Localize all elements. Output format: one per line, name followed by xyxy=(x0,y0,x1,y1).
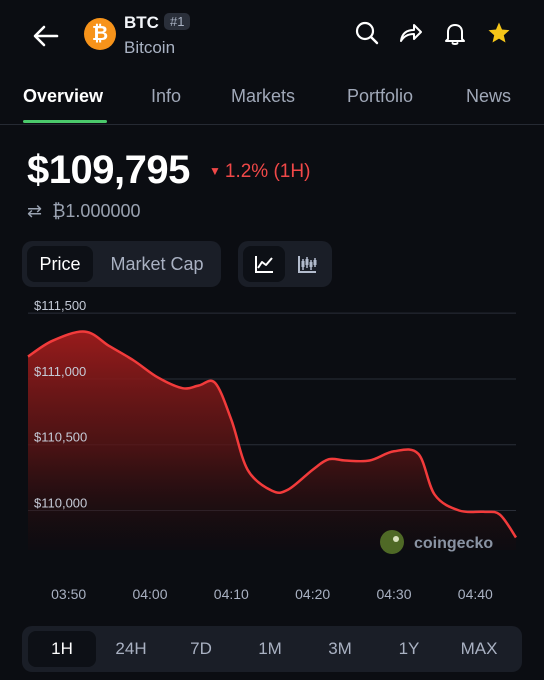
chart-type-toggle xyxy=(238,241,332,287)
share-icon[interactable] xyxy=(397,20,423,46)
x-tick-label: 04:00 xyxy=(132,586,167,602)
bitcoin-logo-icon: ₿ xyxy=(84,18,116,50)
tab-bar: Overview Info Markets Portfolio News xyxy=(0,76,544,125)
time-range-selector: 1H 24H 7D 1M 3M 1Y MAX xyxy=(22,626,522,672)
tab-overview[interactable]: Overview xyxy=(23,86,104,106)
current-price: $109,795 xyxy=(27,148,190,192)
range-1m[interactable]: 1M xyxy=(258,639,282,658)
btc-price-row: ⇄ ₿1.000000 xyxy=(27,201,141,222)
x-tick-label: 04:30 xyxy=(376,586,411,602)
range-7d[interactable]: 7D xyxy=(190,639,212,658)
x-tick-label: 03:50 xyxy=(51,586,86,602)
rank-badge: #1 xyxy=(164,13,191,30)
tab-info[interactable]: Info xyxy=(151,86,182,106)
x-tick-label: 04:20 xyxy=(295,586,330,602)
bitcoin-logo-glyph: ₿ xyxy=(91,22,109,45)
line-chart-icon xyxy=(255,256,273,273)
price-change: ▼ 1.2% (1H) xyxy=(209,161,310,183)
star-icon[interactable] xyxy=(486,20,512,46)
price-area xyxy=(28,331,516,550)
coin-name: Bitcoin xyxy=(124,38,176,57)
candlestick-button[interactable] xyxy=(287,246,327,282)
range-1y[interactable]: 1Y xyxy=(398,639,420,658)
coingecko-logo-icon xyxy=(380,530,404,554)
back-arrow-icon[interactable] xyxy=(30,20,62,52)
metric-toggle: Price Market Cap xyxy=(22,241,221,287)
line-chart-button[interactable] xyxy=(243,246,285,282)
y-tick-label: $110,500 xyxy=(34,430,87,445)
btc-price: ₿1.000000 xyxy=(52,201,141,221)
price-toggle[interactable]: Price xyxy=(27,246,93,282)
range-1h[interactable]: 1H xyxy=(28,631,96,667)
header: ₿ BTC #1 Bitcoin xyxy=(0,0,544,76)
bell-icon[interactable] xyxy=(442,20,468,46)
market-cap-toggle[interactable]: Market Cap xyxy=(110,254,204,274)
swap-icon: ⇄ xyxy=(27,201,43,221)
x-tick-label: 04:10 xyxy=(214,586,249,602)
watermark-text: coingecko xyxy=(414,535,493,552)
price-change-value: 1.2% (1H) xyxy=(224,161,311,182)
search-icon[interactable] xyxy=(354,20,380,46)
y-axis-labels: $110,000 $110,500 $111,000 $111,500 xyxy=(34,300,87,511)
price-line xyxy=(27,330,518,539)
tab-news[interactable]: News xyxy=(466,86,512,106)
range-3m[interactable]: 3M xyxy=(328,639,352,658)
active-tab-indicator xyxy=(23,120,107,123)
y-tick-label: $110,000 xyxy=(34,496,87,511)
price-chart[interactable]: $110,000 $110,500 $111,000 $111,500 03:50 04… xyxy=(0,300,544,620)
tab-markets[interactable]: Markets xyxy=(231,86,296,106)
down-triangle-icon: ▼ xyxy=(209,164,221,178)
tab-portfolio[interactable]: Portfolio xyxy=(347,86,414,106)
range-max[interactable]: MAX xyxy=(460,639,498,658)
range-24h[interactable]: 24H xyxy=(115,639,147,658)
y-tick-label: $111,000 xyxy=(34,364,86,379)
candlestick-icon xyxy=(298,256,317,273)
y-tick-label: $111,500 xyxy=(34,300,86,313)
x-tick-label: 04:40 xyxy=(458,586,493,602)
coin-symbol: BTC xyxy=(124,13,159,32)
watermark: coingecko xyxy=(380,530,493,554)
x-axis-labels: 03:50 04:00 04:10 04:20 04:30 04:40 xyxy=(51,586,493,602)
